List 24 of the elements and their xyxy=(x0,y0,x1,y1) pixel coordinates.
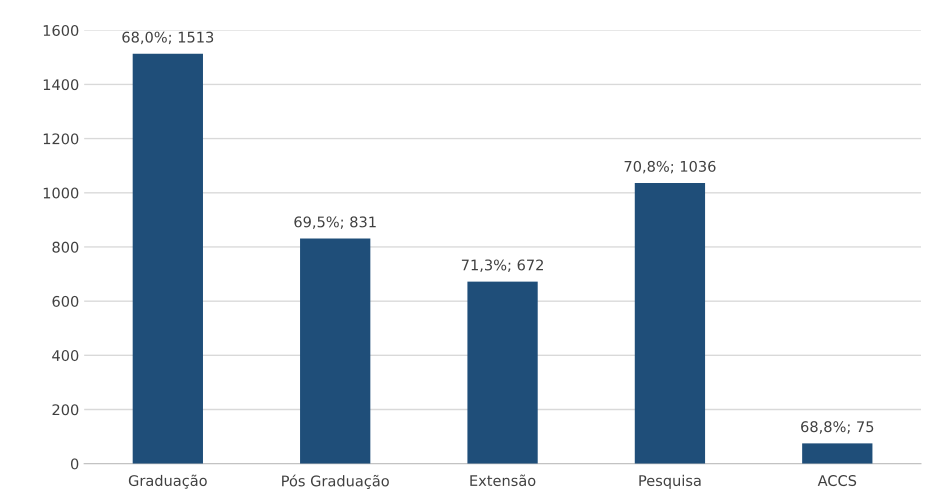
x-tick-label: Pós Graduação xyxy=(282,474,389,490)
data-label: 71,3%; 672 xyxy=(462,259,543,272)
y-tick-label: 400 xyxy=(52,350,78,362)
y-tick-label: 1600 xyxy=(44,24,78,36)
y-tick-label: 1000 xyxy=(44,187,78,199)
y-tick-label: 200 xyxy=(52,404,78,416)
data-label: 68,0%; 1513 xyxy=(122,32,214,44)
bar xyxy=(802,443,872,464)
y-tick-label: 800 xyxy=(52,242,78,253)
x-tick-label: Pesquisa xyxy=(639,474,701,489)
bar xyxy=(300,238,370,464)
data-label: 70,8%; 1036 xyxy=(624,160,716,174)
bar xyxy=(467,282,538,464)
bar xyxy=(132,54,203,464)
x-tick-label: Graduação xyxy=(128,474,207,489)
data-label: 68,8%; 75 xyxy=(801,421,874,434)
y-tick-label: 0 xyxy=(70,458,78,470)
y-tick-label: 1400 xyxy=(44,79,78,90)
x-tick-label: ACCS xyxy=(818,475,856,486)
x-tick-label: Extensão xyxy=(470,474,536,486)
y-tick-label: 600 xyxy=(52,296,78,307)
data-label: 69,5%; 831 xyxy=(294,216,376,229)
y-tick-label: 1200 xyxy=(44,133,78,144)
bar xyxy=(634,183,706,464)
